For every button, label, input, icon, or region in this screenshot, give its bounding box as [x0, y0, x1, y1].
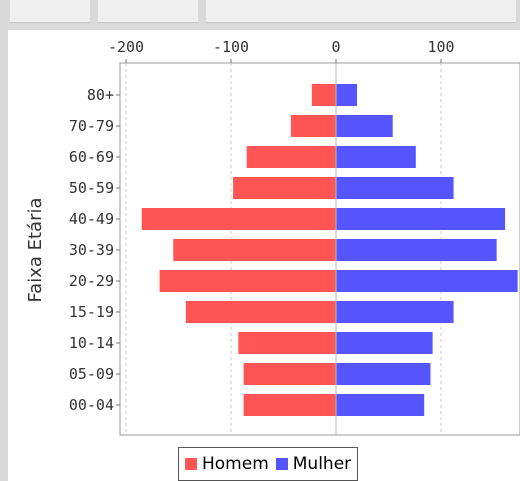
y-tick-label: 30-39: [69, 241, 114, 259]
y-tick-label: 00-04: [69, 396, 114, 414]
x-tick-label: 0: [331, 38, 340, 56]
y-tick-label: 40-49: [69, 210, 114, 228]
x-tick-label: -200: [108, 38, 144, 56]
y-tick-label: 60-69: [69, 148, 114, 166]
bar-homem-10-14: [238, 332, 336, 354]
bar-homem-30-39: [173, 239, 336, 261]
bar-mulher-40-49: [336, 208, 506, 230]
bar-mulher-10-14: [336, 332, 433, 354]
bar-mulher-50-59: [336, 177, 454, 199]
bar-homem-15-19: [185, 301, 336, 323]
legend-label-mulher: Mulher: [292, 454, 352, 474]
window-left-strip: [0, 30, 8, 481]
bar-mulher-80+: [336, 84, 357, 106]
y-axis-title: Faixa Etária: [25, 197, 46, 302]
legend-label-homem: Homem: [202, 454, 269, 474]
y-tick-label: 20-29: [69, 272, 114, 290]
bar-mulher-60-69: [336, 146, 416, 168]
y-tick-label: 05-09: [69, 365, 114, 383]
legend-item-mulher: Mulher: [275, 454, 352, 474]
legend-item-homem: Homem: [185, 454, 269, 474]
y-tick-label: 15-19: [69, 303, 114, 321]
x-tick-label: -100: [213, 38, 249, 56]
bar-homem-60-69: [246, 146, 336, 168]
bar-homem-00-04: [243, 394, 336, 416]
y-tick-label: 10-14: [69, 334, 114, 352]
bar-homem-05-09: [243, 363, 336, 385]
toolbar-segment: [98, 0, 198, 23]
window-top-strip: [0, 0, 520, 30]
bar-mulher-15-19: [336, 301, 454, 323]
toolbar-segment: [206, 0, 516, 23]
toolbar-segment: [10, 0, 90, 23]
bar-mulher-05-09: [336, 363, 431, 385]
y-tick-label: 50-59: [69, 179, 114, 197]
legend-swatch-mulher: [275, 458, 288, 470]
bar-mulher-70-79: [336, 115, 393, 137]
bar-homem-80+: [311, 84, 336, 106]
bar-mulher-30-39: [336, 239, 497, 261]
chart-legend: Homem Mulher: [178, 447, 359, 481]
y-tick-label: 70-79: [69, 117, 114, 135]
bar-mulher-20-29: [336, 270, 518, 292]
bar-mulher-00-04: [336, 394, 425, 416]
x-tick-label: 100: [427, 38, 454, 56]
y-tick-label: 80+: [87, 86, 114, 104]
bar-homem-20-29: [159, 270, 336, 292]
bar-homem-50-59: [233, 177, 336, 199]
bar-homem-70-79: [290, 115, 336, 137]
legend-swatch-homem: [185, 458, 197, 470]
bar-homem-40-49: [141, 208, 336, 230]
